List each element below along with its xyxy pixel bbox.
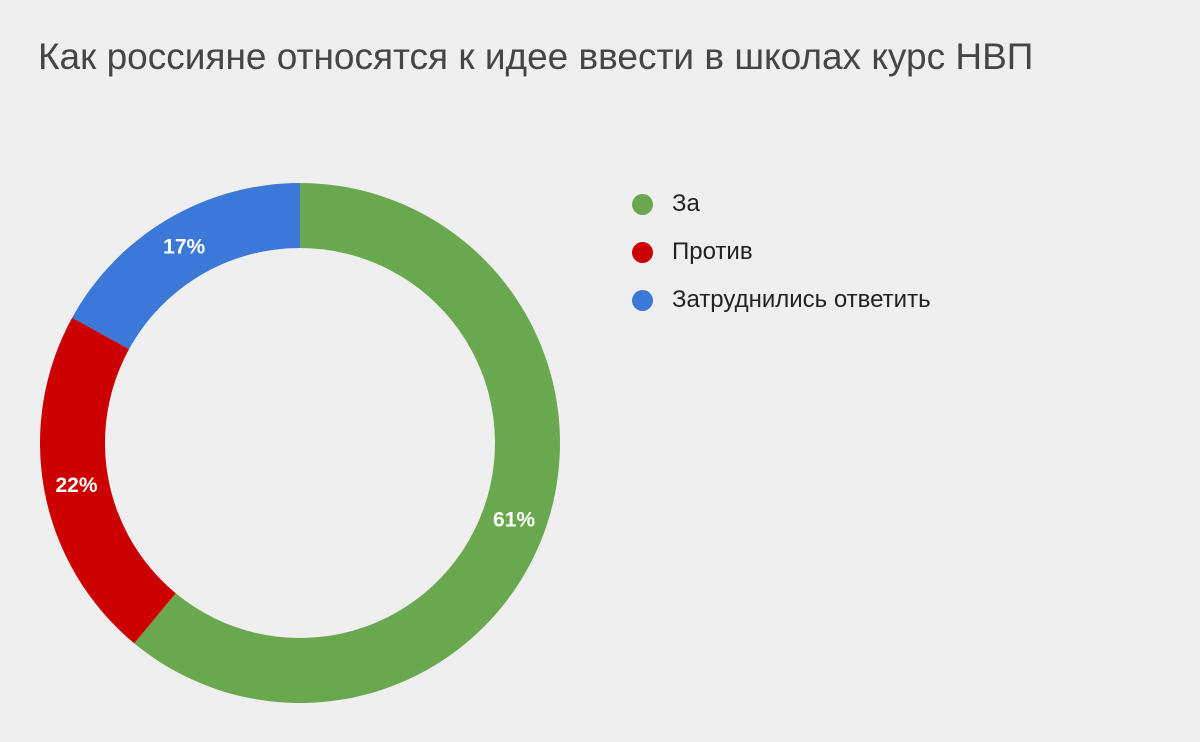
legend-label-against: Против bbox=[672, 238, 753, 265]
legend-swatch-against bbox=[632, 241, 653, 263]
chart-title: Как россияне относятся к идее ввести в ш… bbox=[38, 36, 1034, 77]
donut-slice-labels: 61% 22% 17% bbox=[56, 236, 536, 532]
legend-swatch-undecided bbox=[632, 289, 653, 311]
donut-slice-against[interactable] bbox=[40, 317, 176, 644]
donut-slice-undecided[interactable] bbox=[72, 183, 300, 350]
donut-slice-for[interactable] bbox=[134, 183, 560, 703]
legend-item-against[interactable]: Против bbox=[632, 228, 931, 276]
legend-item-for[interactable]: За bbox=[632, 180, 931, 228]
donut-chart: 61% 22% 17% bbox=[40, 183, 560, 703]
legend-swatch-for bbox=[632, 193, 653, 215]
legend-item-undecided[interactable]: Затруднились ответить bbox=[632, 276, 931, 324]
slice-label-against: 22% bbox=[56, 474, 98, 497]
legend-label-for: За bbox=[672, 190, 700, 217]
legend-label-undecided: Затруднились ответить bbox=[672, 286, 931, 313]
slice-label-for: 61% bbox=[493, 509, 535, 532]
donut-slices bbox=[40, 183, 560, 703]
chart-legend: За Против Затруднились ответить bbox=[632, 180, 931, 324]
slice-label-undecided: 17% bbox=[163, 236, 205, 259]
